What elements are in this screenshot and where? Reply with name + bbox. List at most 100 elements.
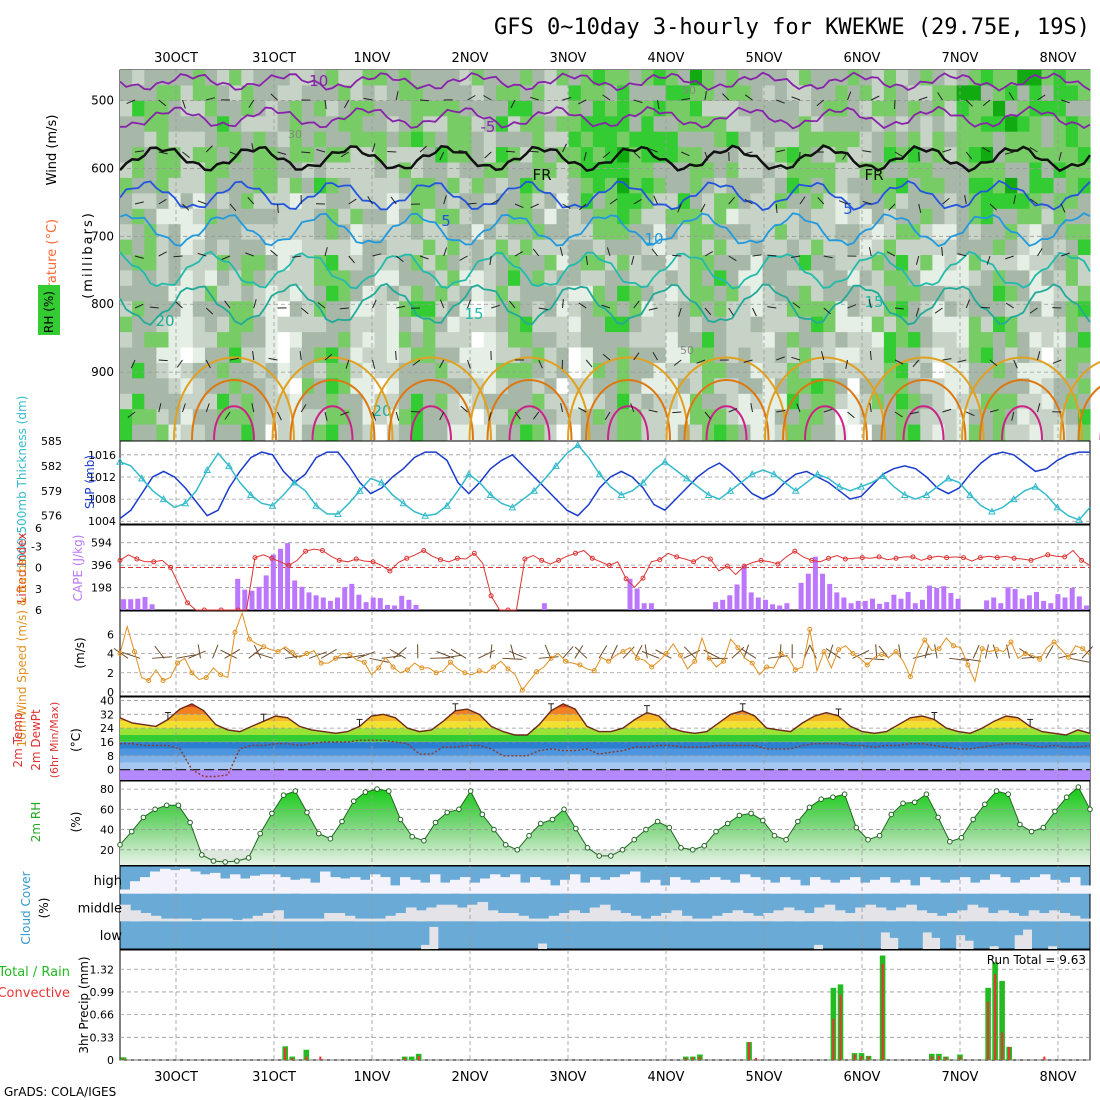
rh-cell	[714, 378, 727, 395]
wind-barb	[894, 99, 896, 110]
cloud-cell-middle	[365, 918, 376, 922]
cloud-cell-high	[630, 871, 641, 894]
pressure-tick-label: 600	[91, 161, 114, 175]
rh-cell	[411, 393, 424, 410]
rh-cell	[980, 208, 994, 225]
rh-cell	[580, 131, 594, 148]
cape-bar	[755, 597, 761, 610]
wind-barb	[791, 255, 801, 258]
rh-cell	[362, 270, 376, 287]
rh-cell	[508, 332, 521, 349]
rh-cell	[592, 316, 606, 333]
label-slp: SLP (mb)	[83, 455, 97, 509]
rh-cell	[1065, 362, 1079, 379]
rh-cell	[241, 131, 254, 148]
rh-cell	[217, 116, 230, 133]
rh-cell	[665, 332, 679, 349]
cape-bar	[313, 595, 319, 610]
rh-cell	[217, 301, 230, 318]
rh-cell	[665, 378, 679, 395]
rh-cell	[435, 347, 448, 364]
cape-bar	[292, 580, 298, 610]
lifted-index-point	[859, 555, 865, 561]
rh-cell	[204, 147, 218, 164]
wind-barb	[130, 359, 136, 369]
rh-cell	[398, 177, 412, 194]
rh-cell	[411, 424, 424, 441]
thickness-point	[879, 471, 887, 479]
rh-cell	[835, 100, 849, 117]
rh-cell	[847, 362, 861, 379]
rh-cell	[968, 409, 982, 426]
rh-point	[935, 814, 941, 821]
rh-cell	[944, 301, 958, 318]
rh-cell	[653, 285, 667, 302]
cloud-cell-middle	[610, 910, 621, 922]
wind-barb	[816, 99, 825, 107]
rh-cell	[689, 147, 703, 164]
rh-cell	[289, 332, 303, 349]
rh-cell	[350, 362, 364, 379]
wind-barb	[622, 646, 635, 659]
cloud-cell-low	[880, 932, 890, 949]
cape-bar	[948, 593, 954, 610]
cape-bar	[349, 583, 355, 610]
rh-cell	[968, 270, 982, 287]
rh-cell	[847, 285, 861, 302]
rh-cell	[883, 239, 897, 256]
wind-speed-point	[634, 655, 640, 661]
wind-barb	[644, 644, 648, 659]
rh-cell	[568, 177, 582, 194]
rh-cell	[471, 193, 485, 210]
cape-bar	[285, 543, 291, 610]
rh-cell	[544, 270, 558, 287]
rh-cell	[180, 177, 194, 194]
lifted-index-point	[1045, 552, 1051, 558]
rh-cell	[592, 147, 606, 164]
lifted-index-point	[168, 565, 174, 570]
rh-cell	[120, 347, 133, 364]
cloud-cell-high	[990, 874, 1001, 894]
rh-cell	[762, 285, 776, 302]
rh-cell	[132, 378, 145, 395]
rh-cell	[132, 224, 145, 241]
rh-cell	[423, 193, 436, 210]
rh-cell	[932, 316, 946, 333]
rh-cell	[944, 100, 958, 117]
rh-cell	[483, 332, 497, 349]
cloud-cell-middle	[773, 910, 785, 922]
cloud-cell-middle	[1038, 913, 1050, 922]
rh-cell	[168, 177, 182, 194]
rh-cell	[762, 362, 776, 379]
rh-cell	[241, 239, 254, 256]
thickness-point	[312, 501, 321, 509]
rh-cell	[580, 285, 594, 302]
rh-cell	[835, 285, 849, 302]
rh-cell	[1065, 424, 1079, 441]
cloud-cell-high	[120, 889, 131, 894]
cloud-cell-middle	[344, 915, 356, 922]
rh-cell	[229, 409, 242, 426]
rh-cell	[508, 177, 521, 194]
cape-bar	[406, 599, 412, 610]
rh-cell	[726, 347, 739, 364]
wind-barb	[113, 647, 129, 659]
rh-cell	[811, 147, 824, 164]
label-thickness: 1000-500mb Thickness (dm)	[15, 396, 29, 569]
temp-band	[120, 748, 1090, 756]
rh-cell	[204, 301, 218, 318]
wind-barb	[845, 359, 848, 369]
rh-cell	[568, 239, 582, 256]
rh-cell	[896, 239, 909, 256]
rh-cell	[229, 131, 242, 148]
wind-barb	[212, 644, 219, 659]
rh-cell	[253, 409, 267, 426]
warm-contour	[902, 405, 945, 441]
rh-cell	[847, 378, 861, 395]
thickness-point	[530, 486, 538, 494]
rh-cell	[762, 100, 776, 117]
rh-cell	[520, 255, 533, 271]
rh-cell	[1053, 70, 1067, 86]
rh-point	[748, 810, 754, 817]
